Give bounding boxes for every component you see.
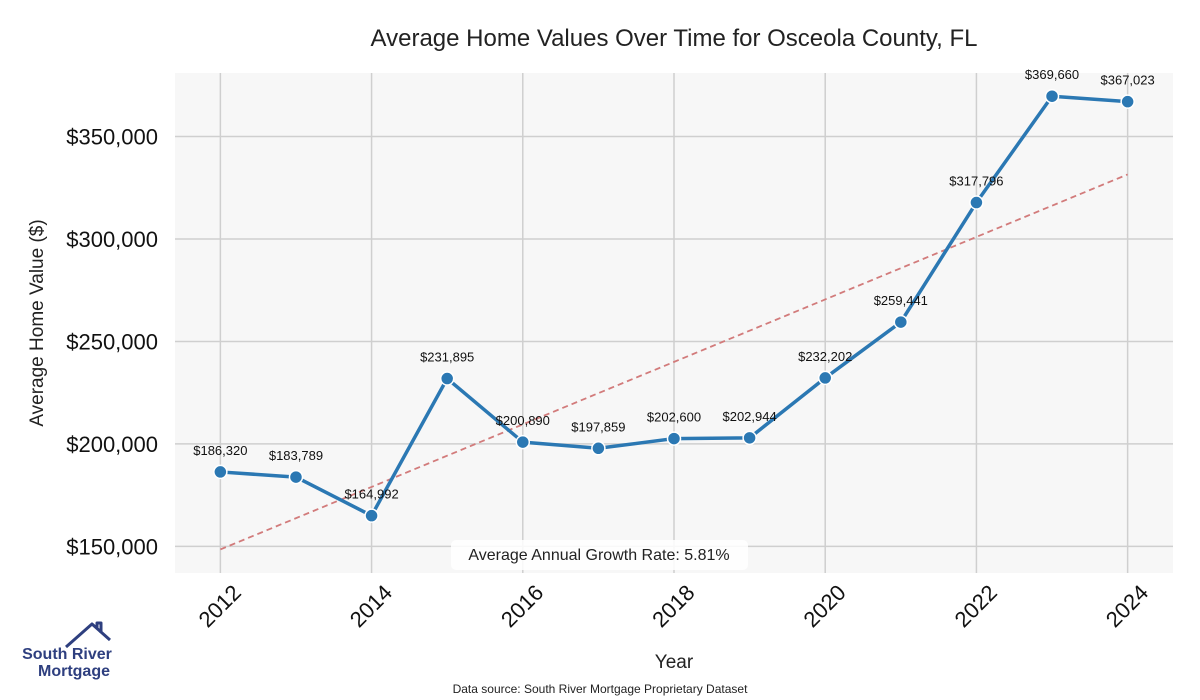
x-tick-label: 2022: [950, 580, 1002, 632]
logo-text-line1: South River: [22, 646, 112, 663]
data-label: $183,789: [269, 448, 323, 463]
trend-line: [220, 173, 1128, 551]
data-point: [1120, 94, 1135, 109]
y-tick-label: $250,000: [66, 329, 158, 354]
chart-title: Average Home Values Over Time for Osceol…: [371, 25, 978, 52]
x-tick-label: 2020: [798, 580, 850, 632]
growth-rate-annotation: Average Annual Growth Rate: 5.81%: [451, 540, 748, 570]
data-point: [439, 371, 455, 386]
data-label: $164,992: [344, 487, 398, 502]
x-tick-label: 2012: [194, 580, 246, 632]
data-point: [742, 430, 757, 446]
house-roof-icon: [65, 621, 111, 649]
data-label: $231,895: [420, 350, 474, 365]
data-label: $197,859: [571, 419, 625, 434]
growth-rate-text: Average Annual Growth Rate: 5.81%: [468, 547, 729, 564]
data-labels: $186,320 $183,789 $164,992 $231,895 $200,890…: [193, 67, 1155, 501]
data-points: [213, 88, 1135, 523]
x-tick-label: 2024: [1101, 580, 1153, 632]
data-label: $186,320: [193, 443, 247, 458]
y-tick-label: $300,000: [66, 227, 158, 252]
data-label: $202,600: [647, 410, 701, 425]
data-label: $232,202: [798, 349, 852, 364]
y-tick-label: $150,000: [66, 534, 158, 559]
data-source-note: Data source: South River Mortgage Propri…: [453, 682, 748, 696]
data-label: $367,023: [1101, 73, 1155, 88]
data-point: [288, 469, 304, 485]
data-point: [666, 431, 682, 446]
data-point: [969, 195, 984, 210]
data-point: [893, 314, 909, 330]
south-river-mortgage-logo: South River Mortgage: [22, 621, 112, 680]
logo-text-line2: Mortgage: [38, 663, 110, 680]
y-axis-title: Average Home Value ($): [27, 219, 48, 426]
data-point: [364, 508, 379, 523]
data-point: [817, 370, 833, 386]
y-axis: $150,000 $200,000 $250,000 $300,000 $350,000: [66, 125, 158, 560]
x-tick-label: 2018: [647, 580, 699, 632]
data-label: $200,890: [496, 413, 550, 428]
y-tick-label: $200,000: [66, 432, 158, 457]
data-point: [591, 441, 606, 456]
data-label: $259,441: [874, 293, 928, 308]
y-tick-label: $350,000: [66, 125, 158, 150]
data-point: [1044, 88, 1060, 104]
data-label: $369,660: [1025, 67, 1079, 82]
x-tick-label: 2016: [496, 580, 548, 632]
data-point: [213, 464, 228, 480]
x-tick-label: 2014: [345, 580, 397, 632]
data-label: $317,796: [949, 174, 1003, 189]
data-label: $202,944: [722, 409, 776, 424]
x-axis: 2012 2014 2016 2018 2020 2022 2024: [194, 580, 1154, 632]
x-axis-title: Year: [655, 652, 694, 673]
data-point: [515, 434, 531, 450]
